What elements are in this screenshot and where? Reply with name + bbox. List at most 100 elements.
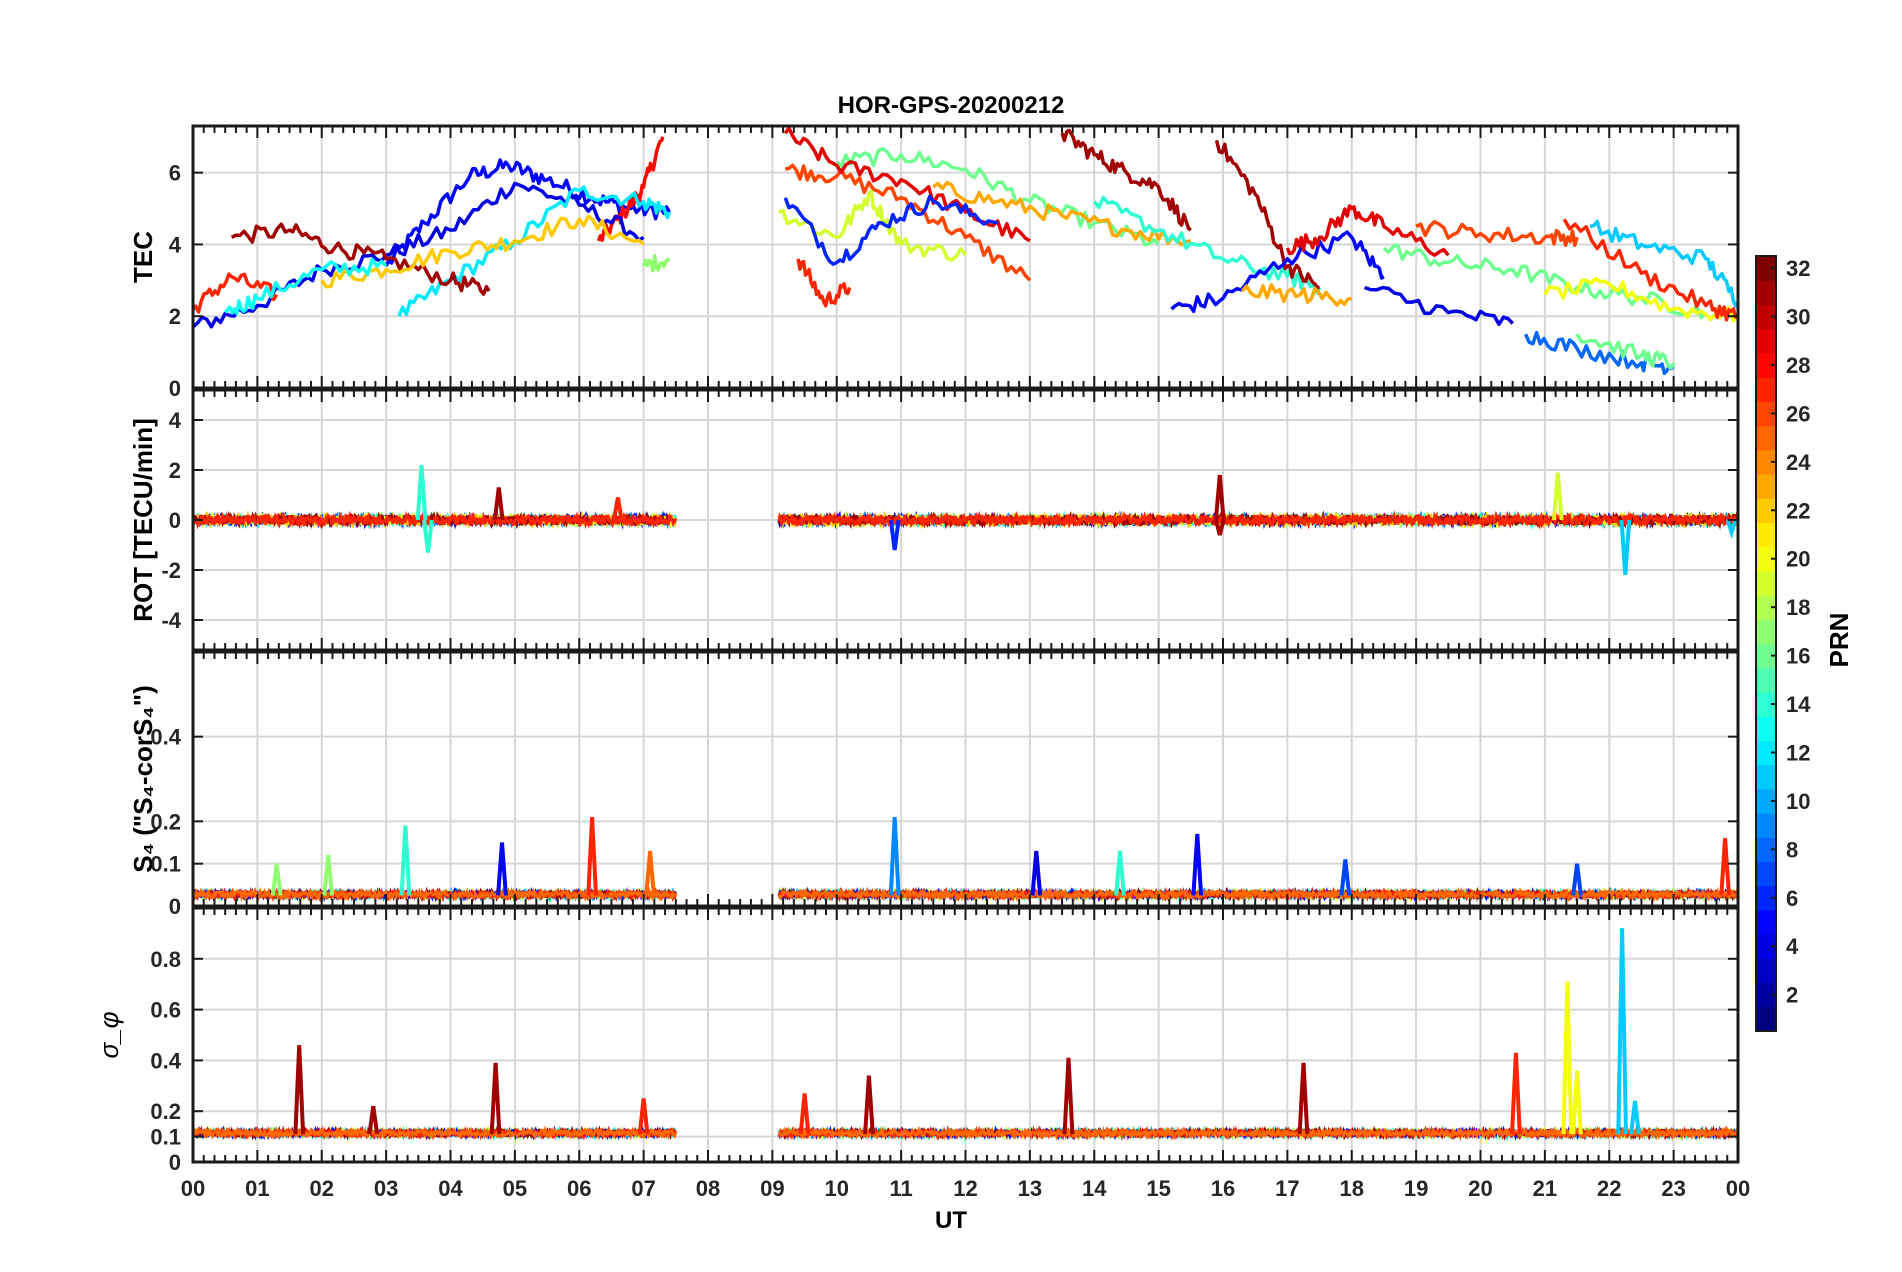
tec-series-prn-14 [1092, 195, 1322, 295]
x-tick-label: 07 [631, 1176, 655, 1201]
tec-series-prn-27 [1562, 218, 1738, 322]
x-tick-label: 18 [1340, 1176, 1364, 1201]
y-tick-label: 0.2 [150, 809, 181, 834]
tick-marks [192, 126, 1739, 389]
colorbar-tick-label: 26 [1786, 401, 1810, 426]
spike-prn-17 [322, 855, 335, 896]
y-tick-label: 0.1 [150, 1125, 181, 1150]
colorbar-swatch [1756, 328, 1776, 354]
spike-prn-6 [888, 519, 901, 551]
colorbar-tick-label: 10 [1786, 789, 1810, 814]
colorbar-swatch [1756, 1006, 1776, 1032]
tec-series-prn-27 [796, 258, 852, 308]
tec-series-prn-23 [1240, 283, 1353, 307]
y-tick-label: 0 [169, 376, 181, 401]
spike-prn-31 [367, 1105, 380, 1135]
tec-series-prn-13 [223, 257, 388, 316]
colorbar-tick-label: 4 [1786, 934, 1799, 959]
y-tick-label: 0.4 [150, 725, 181, 750]
x-tick-label: 04 [438, 1176, 463, 1201]
spike-prn-5 [496, 842, 508, 896]
colorbar-swatch [1756, 837, 1776, 863]
y-tick-label: 0.4 [150, 1048, 181, 1073]
x-tick-label: 17 [1275, 1176, 1299, 1201]
colorbar-swatch [1756, 546, 1776, 572]
spike-prn-31 [1297, 1062, 1310, 1135]
x-tick-label: 13 [1018, 1176, 1042, 1201]
spike-prn-9 [888, 817, 901, 896]
colorbar-tick-label: 28 [1786, 353, 1810, 378]
colorbar-swatch [1756, 401, 1776, 427]
x-tick-labels: 00 01 02 03 04 05 06 07 08 09 10 11 12 13 14 15 16 17 18 19… [181, 1176, 1750, 1201]
x-tick-label: 02 [310, 1176, 334, 1201]
y-tick-label: -2 [161, 558, 181, 583]
data-lines [193, 817, 1738, 903]
colorbar-swatch [1756, 352, 1776, 378]
x-tick-label: 00 [181, 1176, 205, 1201]
colorbar-swatch [1756, 934, 1776, 959]
x-tick-label: 08 [696, 1176, 720, 1201]
spike-prn-27 [637, 1098, 650, 1135]
colorbar-swatch [1756, 885, 1776, 911]
x-tick-label: 21 [1533, 1176, 1557, 1201]
spike-prn-11 [1725, 519, 1738, 540]
x-tick-label: 22 [1597, 1176, 1621, 1201]
spike-prn-14 [1114, 850, 1126, 896]
colorbar-swatch [1756, 595, 1776, 620]
tec-series-prn-29 [783, 126, 1031, 243]
colorbar-swatch [1756, 813, 1776, 838]
spike-prn-14 [399, 825, 412, 896]
x-tick-label: 10 [825, 1176, 849, 1201]
tick-marks [192, 908, 1739, 1163]
tec-series-prn-6 [783, 194, 999, 266]
colorbar-swatch [1756, 570, 1776, 596]
y-tick-label: 6 [169, 161, 181, 186]
colorbar-tick-label: 20 [1786, 547, 1810, 572]
data-lines [193, 464, 1738, 576]
tec-series-prn-11 [1589, 219, 1738, 308]
x-tick-label: 15 [1146, 1176, 1170, 1201]
spike-prn-11 [1629, 1100, 1641, 1135]
tec-series-prn-5 [1170, 230, 1385, 314]
y-tick-label: 0 [169, 1150, 181, 1175]
colorbar-swatch [1756, 958, 1776, 984]
tec-series-prn-4 [1364, 285, 1514, 327]
tec-series-prn-8 [1524, 330, 1675, 376]
tec-series-prn-31 [1214, 139, 1320, 290]
colorbar-tick-label: 8 [1786, 837, 1798, 862]
spike-prn-14 [422, 519, 434, 553]
data-lines [193, 928, 1738, 1142]
x-tick-label: 03 [374, 1176, 398, 1201]
spike-prn-11 [1616, 928, 1628, 1135]
panel-s4: 0 0.1 0.2 0.4S₄ ("S₄-corS₄") [128, 650, 1740, 919]
tec-series-prn-20 [1543, 276, 1738, 323]
panel-sigma_phi: 00.10.2 0.4 0.6 0.8 σ_φ [94, 906, 1740, 1175]
tec-series-prn-27 [193, 272, 279, 314]
y-axis-label: TEC [128, 231, 158, 283]
spike-prn-11 [1619, 519, 1632, 576]
spike-prn-14 [415, 464, 428, 521]
y-axis-label: S₄ ("S₄-corS₄") [128, 685, 158, 873]
colorbar-swatch [1756, 498, 1776, 524]
x-tick-label: 11 [889, 1176, 912, 1201]
noise-prn-25 [193, 1125, 678, 1141]
spike-prn-27 [612, 497, 624, 521]
spike-prn-27 [1510, 1052, 1522, 1135]
tec-series-prn-22 [320, 214, 645, 289]
tick-marks [192, 390, 1739, 650]
y-tick-label: 0 [169, 894, 181, 919]
colorbar-tick-label: 30 [1786, 305, 1810, 330]
y-tick-label: 0.1 [150, 852, 181, 877]
colorbar-swatch [1756, 522, 1776, 548]
y-axis-label: ROT [TECU/min] [128, 418, 158, 622]
spike-prn-27 [586, 817, 598, 896]
colorbar-label: PRN [1824, 613, 1854, 668]
spike-prn-31 [1062, 1057, 1075, 1135]
colorbar-tick-label: 18 [1786, 595, 1810, 620]
tec-series-prn-26 [784, 163, 1032, 282]
colorbar-tick-label: 24 [1786, 450, 1811, 475]
y-tick-label: 2 [169, 458, 181, 483]
